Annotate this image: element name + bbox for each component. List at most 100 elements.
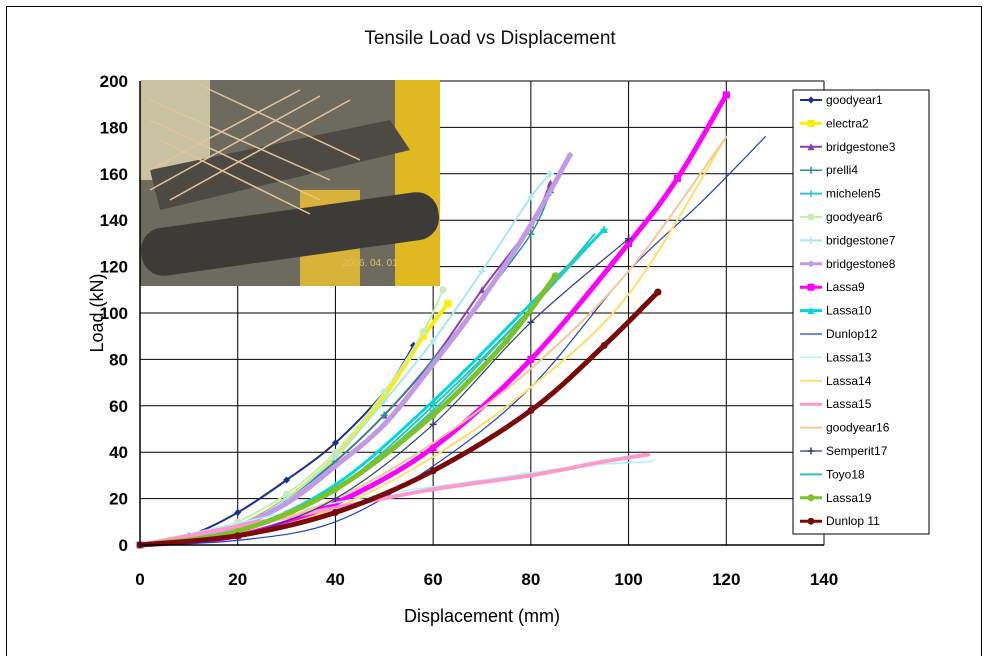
legend-label: prelli4 (826, 163, 858, 177)
legend-swatch-marker (807, 517, 815, 525)
data-point (331, 453, 339, 461)
x-tick-label: 140 (810, 570, 838, 589)
data-point (502, 337, 510, 345)
data-point (527, 230, 535, 238)
legend-item: Lassa10 (800, 304, 872, 318)
legend-label: Lassa14 (826, 374, 872, 388)
data-point (527, 318, 535, 326)
photo-date-stamp: 2006. 04. 01 (342, 258, 398, 269)
data-point (429, 360, 437, 368)
legend-swatch-marker (807, 143, 815, 151)
y-tick-label: 80 (109, 350, 128, 369)
data-point (380, 388, 388, 396)
legend-item: michelen5 (800, 187, 881, 201)
legend-swatch-marker (807, 260, 815, 268)
y-tick-label: 160 (100, 165, 128, 184)
data-point (478, 295, 486, 303)
legend-label: michelen5 (826, 187, 881, 201)
legend-swatch-marker (807, 190, 815, 198)
series-Lassa19 (136, 272, 559, 549)
y-tick-label: 140 (100, 211, 128, 230)
data-point (283, 499, 291, 507)
photo-wire-mesh (149, 84, 361, 215)
y-tick-label: 100 (100, 304, 128, 323)
legend-swatch-marker (807, 307, 815, 315)
legend-label: goodyear6 (826, 210, 883, 224)
legend-item: bridgestone3 (800, 140, 896, 154)
inset-photo: 2006. 04. 01 (140, 80, 440, 286)
legend-item: electra2 (800, 116, 869, 130)
photo-roller (140, 192, 440, 276)
data-point (283, 476, 291, 484)
data-point (722, 91, 730, 99)
data-point (673, 174, 681, 182)
series-Lassa15 (138, 452, 651, 547)
legend-item: goodyear6 (800, 210, 883, 224)
data-point (546, 170, 554, 178)
chart-frame (6, 6, 982, 656)
legend-item: Lassa13 (800, 350, 872, 364)
data-point (527, 221, 535, 229)
data-point (478, 267, 486, 275)
legend-item: prelli4 (800, 163, 858, 177)
data-point (527, 406, 535, 414)
legend-label: Dunlop 11 (826, 514, 880, 528)
y-tick-label: 40 (109, 443, 128, 462)
x-tick-label: 80 (521, 570, 540, 589)
legend-label: bridgestone8 (826, 257, 896, 271)
data-point (444, 300, 452, 308)
data-point (331, 462, 339, 470)
legend-label: Lassa13 (826, 350, 872, 364)
series-line (139, 136, 766, 546)
data-point (419, 332, 427, 340)
legend-label: Lassa15 (826, 397, 872, 411)
series-layer (136, 91, 766, 549)
data-point (600, 341, 608, 349)
legend-item: Semperit17 (800, 444, 888, 458)
legend-item: Dunlop12 (800, 327, 878, 341)
data-point (380, 420, 388, 428)
legend-item: bridgestone7 (800, 233, 896, 247)
photo-machine-frame (395, 80, 440, 286)
data-point (419, 328, 427, 336)
legend-label: Semperit17 (826, 444, 888, 458)
legend-item: goodyear1 (800, 93, 883, 107)
legend-item: Toyo18 (800, 467, 865, 481)
y-tick-label: 0 (119, 536, 128, 555)
legend-item: Lassa9 (800, 280, 865, 294)
y-tick-labels: 0 20 40 60 80 100 120 140 160 180 200 (100, 72, 128, 555)
y-tick-label: 60 (109, 397, 128, 416)
data-point (331, 495, 339, 503)
data-point (331, 509, 339, 517)
legend-swatch-marker (807, 213, 815, 221)
data-point (380, 397, 388, 405)
legend-label: goodyear16 (826, 421, 890, 435)
data-point (527, 193, 535, 201)
x-tick-labels: 0 20 40 60 80 100 120 140 (135, 570, 838, 589)
data-point (429, 467, 437, 475)
photo-rubber-strip (150, 120, 410, 210)
legend-item: goodyear16 (800, 421, 890, 435)
data-point (380, 411, 388, 419)
data-point (625, 239, 633, 247)
x-tick-label: 40 (326, 570, 345, 589)
data-point (478, 286, 486, 294)
data-point (625, 235, 633, 243)
legend-swatch-marker (807, 283, 815, 291)
legend-swatch-marker (807, 96, 815, 104)
x-tick-label: 20 (228, 570, 247, 589)
legend-label: bridgestone7 (826, 233, 896, 247)
y-tick-label: 120 (100, 258, 128, 277)
x-tick-label: 120 (712, 570, 740, 589)
legend-item: bridgestone8 (800, 257, 896, 271)
legend-label: Lassa10 (826, 304, 872, 318)
data-point (234, 509, 242, 517)
x-tick-label: 60 (424, 570, 443, 589)
legend-label: Toyo18 (826, 467, 865, 481)
x-tick-label: 0 (135, 570, 144, 589)
series-line (139, 288, 444, 546)
legend-item: Lassa19 (800, 491, 872, 505)
y-tick-label: 180 (100, 118, 128, 137)
data-point (600, 225, 608, 233)
